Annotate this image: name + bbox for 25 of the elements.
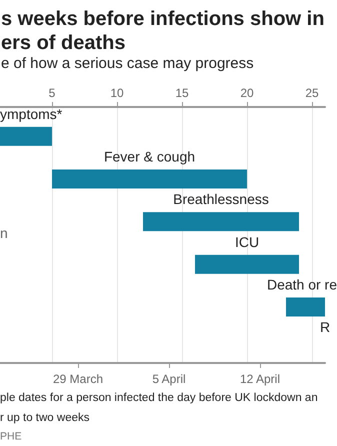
y-tick-label: R [320, 319, 330, 336]
y-tick-label: Breathlessness [173, 191, 269, 208]
y-tick-label: ymptoms* [0, 106, 63, 122]
x2-tick-label: 12 April [240, 372, 280, 386]
x-tick-label: 5 [48, 86, 56, 100]
chart-title: s weeks before infections show in ers of deaths [1, 8, 330, 54]
x-tick-label: 25 [305, 86, 319, 100]
bar [195, 254, 299, 274]
x-tick-label: 15 [175, 86, 189, 100]
bar [286, 298, 325, 316]
text: ple dates for a person infected the day before UK lockdown an [0, 392, 318, 404]
x2-tick-label: 5 April [152, 372, 186, 386]
x-tick-label: 20 [240, 86, 254, 100]
y-tick-label: Death or re [266, 276, 337, 292]
text: r up to two weeks [0, 412, 90, 424]
y-tick-label: ICU [234, 234, 260, 250]
bar [143, 212, 299, 232]
bar [52, 170, 247, 188]
text: PHE [0, 430, 22, 442]
y-tick-label: Fever & cough [104, 148, 196, 164]
annotation: n [0, 225, 8, 241]
x-tick-label: 10 [110, 86, 124, 100]
bar [0, 126, 52, 146]
chart-subtitle: e of how a serious case may progress [1, 55, 254, 72]
x2-tick-label: 29 March [52, 372, 104, 386]
